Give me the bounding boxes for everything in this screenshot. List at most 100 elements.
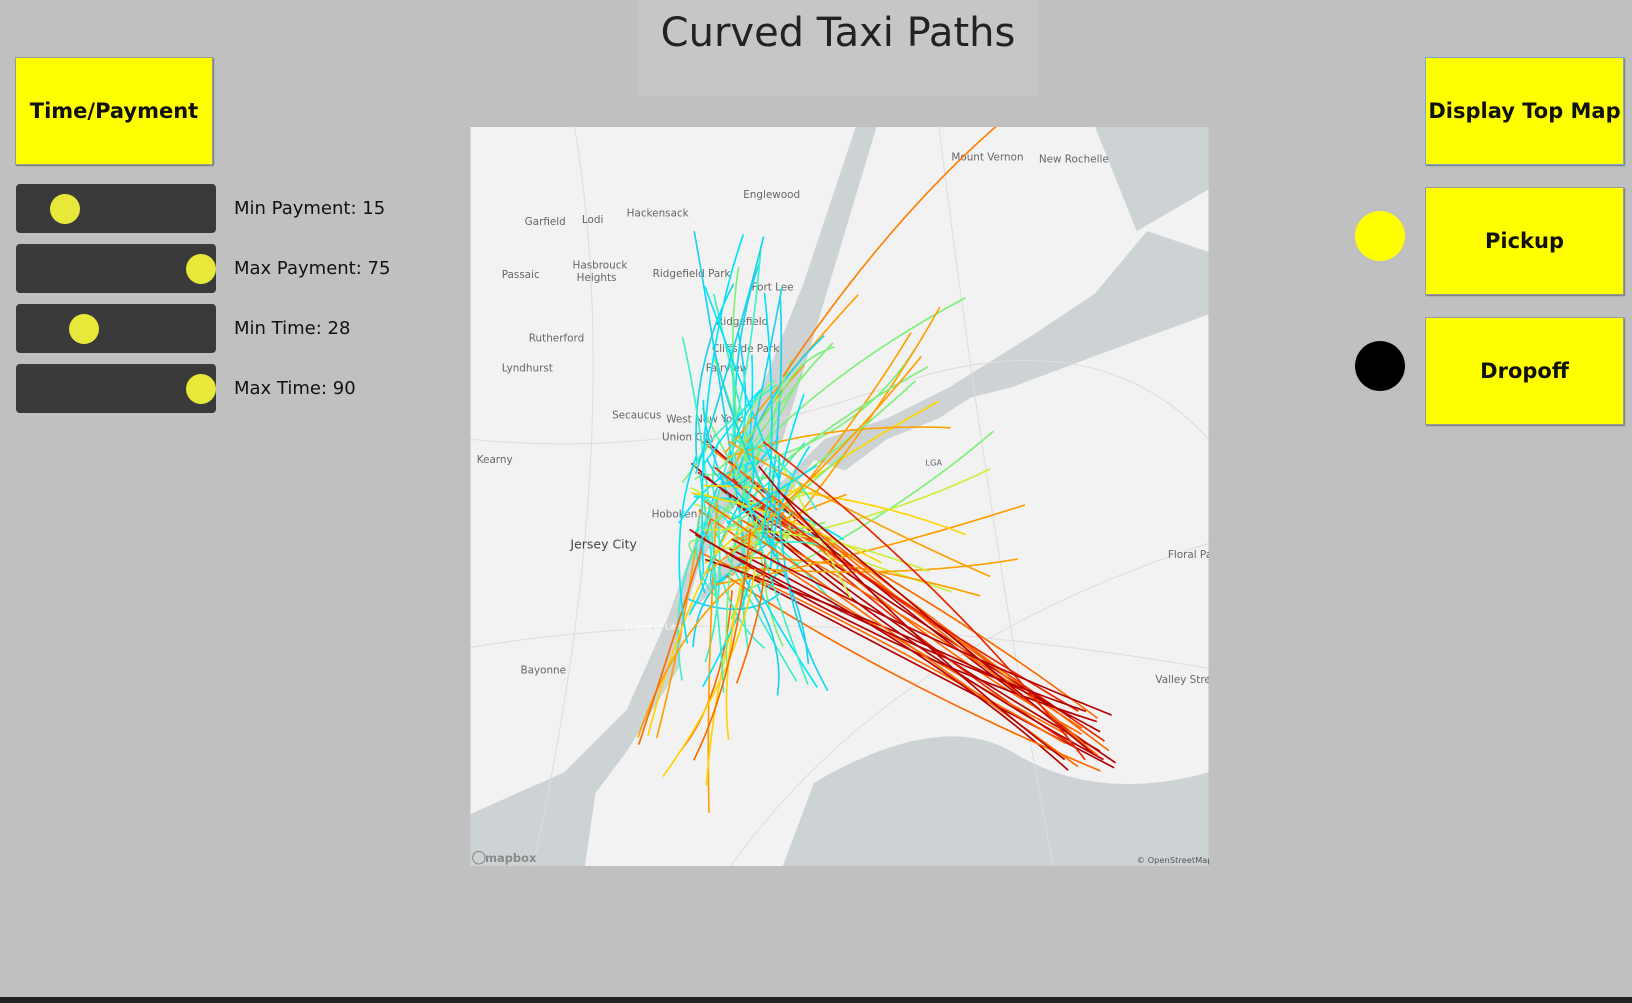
taskbar [0,997,1632,1003]
place-label: Fort Lee [752,281,794,293]
taxi-path [704,439,1117,764]
slider[interactable] [16,244,216,293]
taxi-path [727,440,991,578]
place-label: Mount Vernon [951,151,1023,163]
title-box: Curved Taxi Paths [638,0,1038,96]
taxi-path [694,236,765,475]
place-label: Heights [577,272,617,284]
taxi-path [766,295,783,534]
taxi-path [750,287,783,440]
taxi-path [704,286,781,485]
place-label: Rutherford [529,332,584,344]
place-label: Jersey City [569,537,637,552]
display-top-map-button[interactable]: Display Top Map [1425,57,1624,165]
roads [470,127,1209,866]
taxi-path [699,473,725,693]
taxi-path [694,533,1087,713]
taxi-path [739,439,755,503]
place-label: Lodi [582,214,603,226]
dropoff-indicator [1355,341,1405,391]
slider[interactable] [16,304,216,353]
taxi-path [678,456,698,644]
place-label: Garfield [525,216,566,228]
taxi-path [717,566,766,649]
taxi-path [662,568,756,777]
taxi-path [738,570,780,696]
taxi-path [762,441,1086,761]
place-label: New Rochelle [1039,153,1109,165]
taxi-path [707,499,719,813]
taxi-path [716,358,793,472]
slider-label: Min Payment: 15 [234,198,386,219]
pickup-indicator [1355,211,1405,261]
taxi-path [695,516,717,598]
place-label: Bayonne [520,664,566,676]
place-label: Englewood [743,189,800,201]
slider-label: Min Time: 28 [234,318,351,339]
taxi-path [701,234,745,575]
attribution: © OpenStreetMap [1137,855,1209,865]
taxi-path [715,380,916,537]
taxi-path [704,558,1101,733]
taxi-path [693,231,745,543]
taxi-path [718,470,776,557]
taxi-path [713,358,748,462]
taxi-path [777,490,1094,755]
slider[interactable] [16,364,216,413]
slider-knob[interactable] [186,254,216,284]
taxi-path [757,584,819,689]
slider-label: Max Payment: 75 [234,258,391,279]
taxi-paths [637,127,1117,813]
slider-knob[interactable] [69,314,99,344]
taxi-path [706,355,922,574]
title: Curved Taxi Paths [660,10,1016,56]
pickup-button[interactable]: Pickup [1425,187,1624,295]
taxi-path [688,532,712,616]
taxi-path [712,346,782,521]
slider-knob[interactable] [186,374,216,404]
taxi-path [694,514,713,534]
place-label: Ridgefield Park [653,268,731,280]
place-label: Hasbrouck [573,260,628,272]
taxi-path [725,575,1101,772]
taxi-path [702,528,930,573]
taxi-path [728,426,951,458]
taxi-path [693,473,768,481]
place-label: Hoboken [652,508,698,520]
taxi-path [637,518,712,746]
taxi-path [760,292,773,543]
water [470,127,1209,866]
taxi-path [766,306,941,557]
taxi-path [782,127,997,378]
taxi-path [692,573,732,648]
taxi-path [770,393,805,535]
taxi-path [735,554,766,684]
taxi-path [692,528,752,761]
taxi-path [694,383,778,465]
dropoff-button[interactable]: Dropoff [1425,317,1624,425]
taxi-path [733,455,809,685]
taxi-path [733,454,844,554]
taxi-path [702,575,752,687]
map: Englewood Hackensack Garfield Lodi Passa… [470,127,1209,866]
taxi-path [731,538,1112,716]
slider-label: Max Time: 90 [234,378,356,399]
taxi-path [706,459,748,486]
time-payment-button[interactable]: Time/Payment [15,57,213,165]
place-label: Union City [662,431,716,443]
taxi-path [714,530,798,682]
slider-knob[interactable] [50,194,80,224]
place-label: Statue of Liberty [625,622,695,632]
taxi-path [733,558,1018,573]
taxi-path [726,464,818,524]
place-label: LGA [925,457,942,467]
taxi-path [743,380,775,461]
place-label: Floral Pa [1168,549,1209,561]
slider[interactable] [16,184,216,233]
taxi-path [732,267,758,540]
place-label: Hackensack [627,208,689,220]
place-label: Passaic [502,269,540,281]
mapbox-logo: mapbox [485,851,537,865]
place-label: Valley Strea [1155,674,1209,686]
